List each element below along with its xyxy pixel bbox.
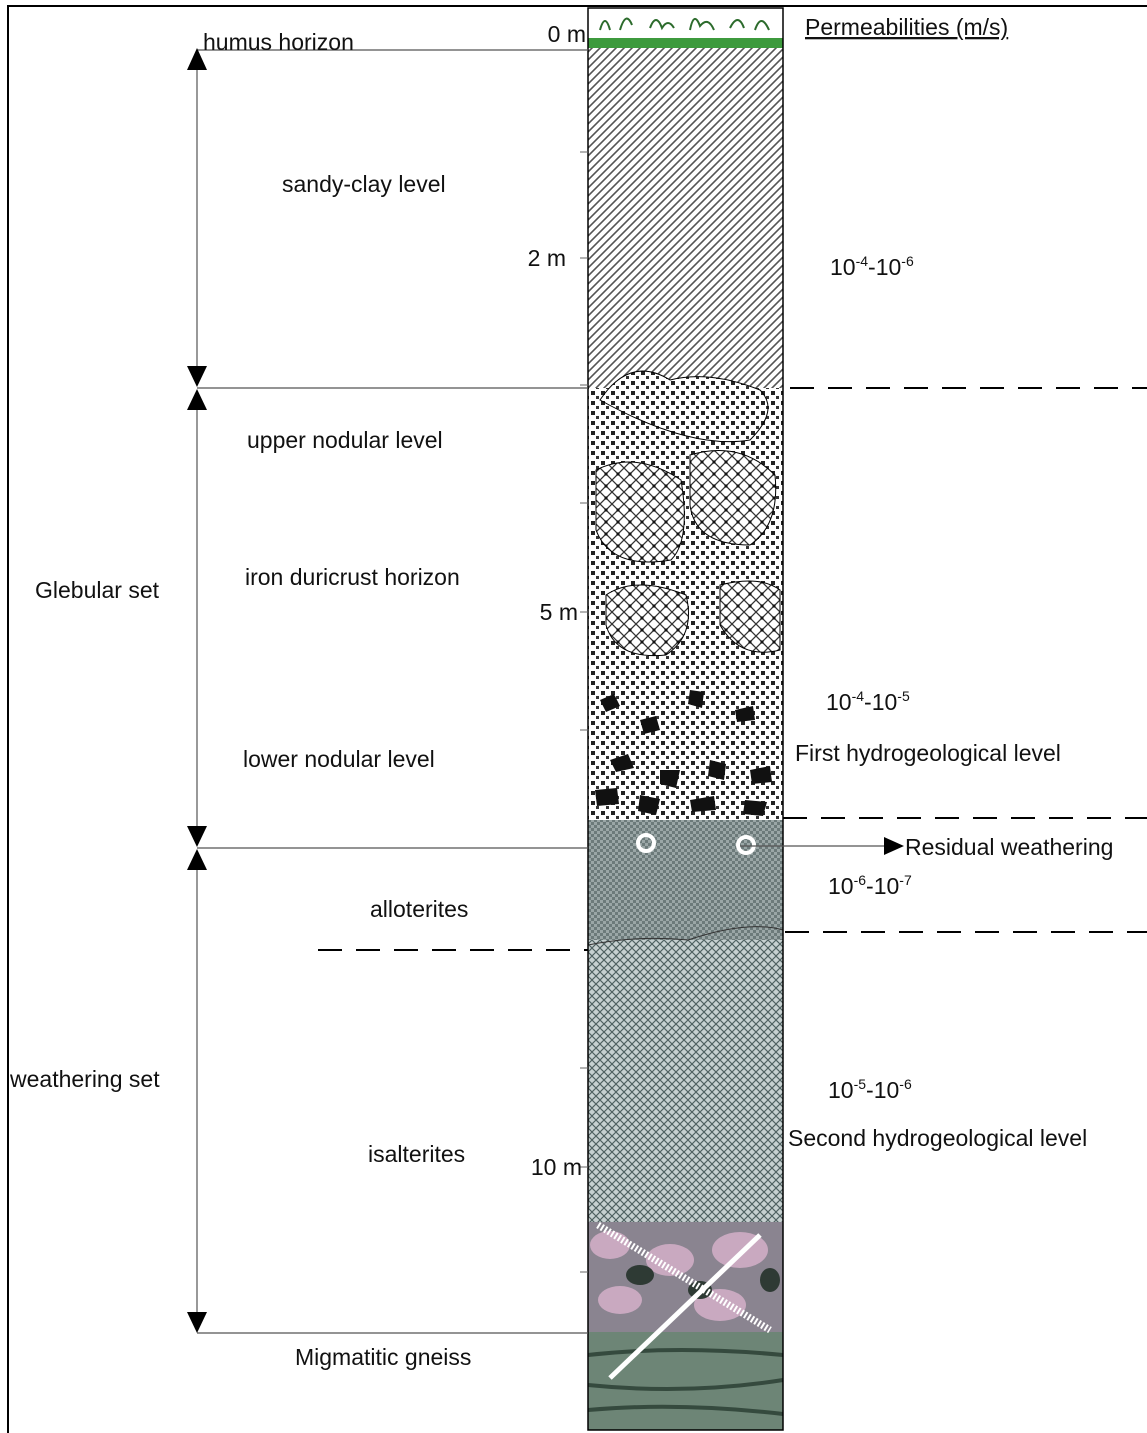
horizon-label: lower nodular level — [243, 746, 435, 772]
residual-label: Residual weathering — [905, 834, 1113, 860]
permeability: 10-4-10-5 — [826, 688, 910, 715]
frame — [8, 6, 1147, 1433]
horizon-label: isalterites — [368, 1141, 465, 1167]
boundaries — [197, 50, 888, 1333]
permeability: 10-6-10-7 — [828, 872, 912, 899]
depth-label: 10 m — [531, 1154, 582, 1180]
depth-label: 5 m — [540, 599, 578, 625]
profile-diagram: 0 m 2 m 5 m 10 m Permeabilities (m/s) hu… — [0, 0, 1147, 1433]
horizon-label: sandy-clay level — [282, 171, 446, 197]
permeability: 10-5-10-6 — [828, 1076, 912, 1103]
hydro-level: First hydrogeological level — [795, 740, 1061, 766]
depth-label: 0 m — [548, 21, 586, 47]
set-label: Glebular set — [35, 577, 160, 603]
depth-ticks — [580, 152, 588, 1272]
column — [588, 8, 783, 1430]
horizon-label: upper nodular level — [247, 427, 443, 453]
permeability: 10-4-10-6 — [830, 253, 914, 280]
permeability-title: Permeabilities (m/s) — [805, 14, 1008, 40]
horizon-label: humus horizon — [203, 29, 354, 55]
hydro-level: Second hydrogeological level — [788, 1125, 1087, 1151]
horizon-label: iron duricrust horizon — [245, 564, 460, 590]
set-label: weathering set — [9, 1066, 160, 1092]
horizon-label: alloterites — [370, 896, 468, 922]
depth-label: 2 m — [528, 245, 566, 271]
horizon-label: Migmatitic gneiss — [295, 1344, 471, 1370]
